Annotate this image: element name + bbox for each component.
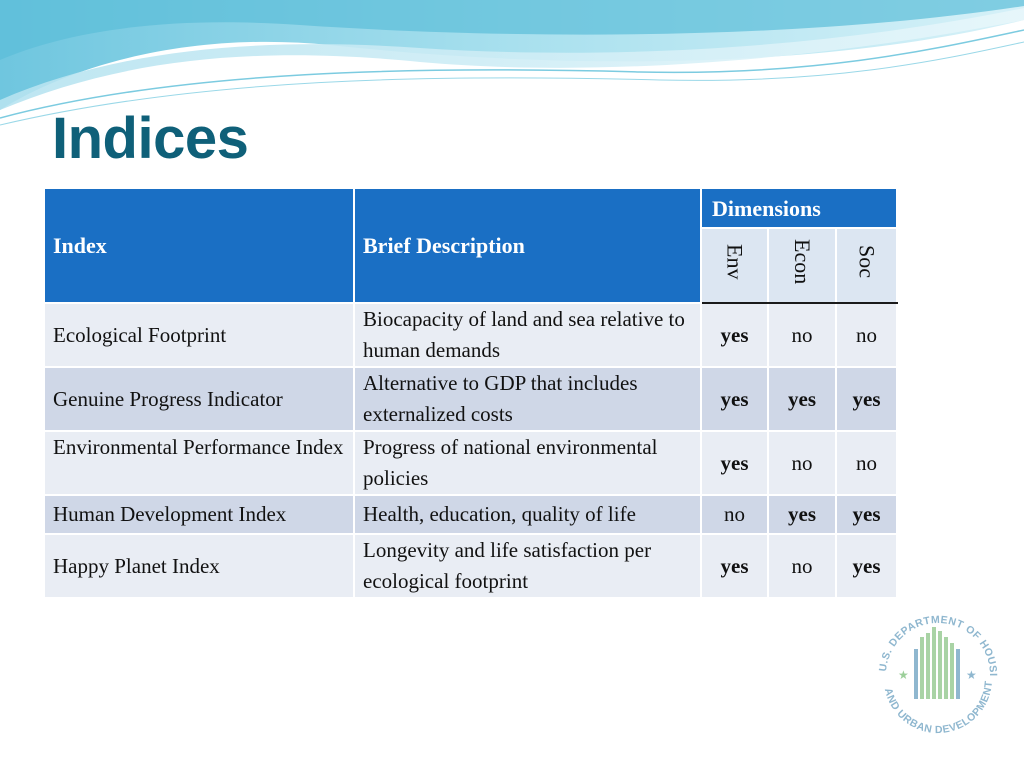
header-env: Env [700,227,769,304]
table-row: Environmental Performance Index Progress… [43,430,899,496]
hud-seal-icon: U.S. DEPARTMENT OF HOUSING AND URBAN DEV… [868,597,999,736]
header-description: Brief Description [353,187,702,304]
cell-index: Ecological Footprint [43,302,355,368]
cell-index: Genuine Progress Indicator [43,366,355,432]
table-row: Genuine Progress Indicator Alternative t… [43,366,899,432]
cell-soc: yes [834,494,899,535]
cell-env: yes [700,366,769,432]
cell-index: Human Development Index [43,494,355,535]
cell-env: yes [700,302,769,368]
cell-description: Biocapacity of land and sea relative to … [353,302,702,368]
cell-soc: no [834,302,899,368]
header-dimensions: Dimensions [699,186,899,230]
table-row: Ecological Footprint Biocapacity of land… [43,302,899,368]
cell-econ: no [767,430,837,496]
cell-econ: yes [767,494,837,535]
table-row: Human Development Index Health, educatio… [43,494,899,535]
cell-description: Longevity and life satisfaction per ecol… [353,533,702,599]
cell-index: Environmental Performance Index [43,430,355,496]
cell-soc: yes [834,366,899,432]
cell-soc: no [834,430,899,496]
header-soc: Soc [834,227,899,304]
cell-description: Health, education, quality of life [353,494,702,535]
indices-table: Index Brief Description Dimensions Env E… [43,186,899,599]
table-row: Happy Planet Index Longevity and life sa… [43,533,899,599]
cell-description: Progress of national environmental polic… [353,430,702,496]
cell-index: Happy Planet Index [43,533,355,599]
cell-econ: no [767,533,837,599]
cell-soc: yes [834,533,899,599]
slide-title: Indices [52,106,249,171]
header-index: Index [43,187,355,304]
header-econ: Econ [767,227,837,304]
cell-env: yes [700,533,769,599]
svg-text:★: ★ [898,668,909,682]
cell-env: yes [700,430,769,496]
header-wave-decoration [0,0,1024,126]
cell-econ: no [767,302,837,368]
cell-env: no [700,494,769,535]
cell-econ: yes [767,366,837,432]
svg-text:★: ★ [966,668,977,682]
cell-description: Alternative to GDP that includes externa… [353,366,702,432]
